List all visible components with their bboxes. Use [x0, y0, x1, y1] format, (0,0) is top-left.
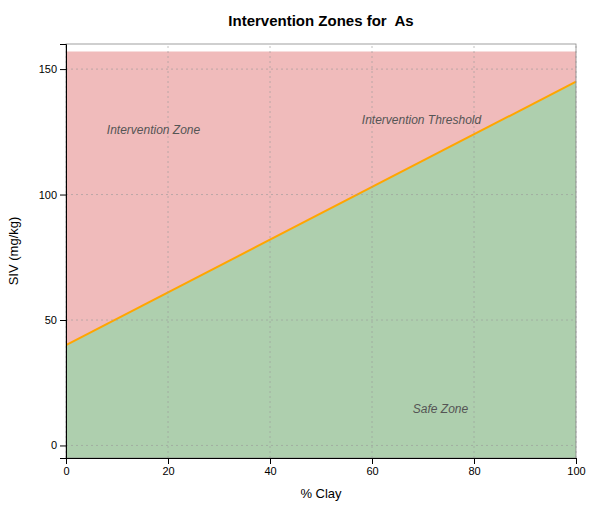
- y-tick-label: 0: [51, 439, 57, 451]
- y-tick: 100: [39, 189, 66, 201]
- x-tick-mark: [270, 458, 271, 464]
- x-tick-label: 0: [63, 465, 69, 477]
- x-tick: 40: [264, 458, 276, 477]
- x-tick: 20: [162, 458, 174, 477]
- annotation: Intervention Threshold: [362, 113, 482, 127]
- y-tick-mark: [60, 445, 66, 446]
- threshold-line: [66, 82, 576, 345]
- annotations: Intervention Zone Safe Zone Intervention T…: [107, 113, 482, 416]
- plot-frame: [66, 44, 576, 458]
- annotation: Intervention Zone: [107, 123, 201, 137]
- x-tick-label: 100: [567, 465, 585, 477]
- grid-line: [66, 194, 576, 195]
- grid-line: [168, 44, 169, 458]
- x-tick-label: 80: [468, 465, 480, 477]
- grid-line: [474, 44, 475, 458]
- y-tick: 0: [51, 439, 66, 451]
- x-axis: 0 20 40 60 80 100: [63, 458, 585, 477]
- y-tick-label: 150: [39, 63, 57, 75]
- y-tick-label: 100: [39, 189, 57, 201]
- x-tick-mark: [168, 458, 169, 464]
- grid-line: [66, 320, 576, 321]
- y-tick-mark: [60, 69, 66, 70]
- grid-line: [270, 44, 271, 458]
- chart: 0 20 40 60 80 100 0 50 100 150 Intervention Zone Sa…: [0, 0, 600, 512]
- x-tick-mark: [576, 458, 577, 464]
- x-tick: 60: [366, 458, 378, 477]
- marks: [66, 52, 576, 458]
- y-axis-title: SIV (mg/kg): [6, 217, 21, 286]
- y-tick: 150: [39, 63, 66, 75]
- y-tick: 50: [45, 314, 66, 326]
- x-tick-label: 40: [264, 465, 276, 477]
- y-tick-mark: [60, 195, 66, 196]
- title: Intervention Zones for As: [228, 12, 413, 29]
- x-axis-title: % Clay: [300, 486, 342, 501]
- x-tick: 100: [567, 458, 585, 477]
- x-tick: 80: [468, 458, 480, 477]
- grid-line: [66, 69, 576, 70]
- grid-line: [66, 445, 576, 446]
- grid-line: [372, 44, 373, 458]
- annotation: Safe Zone: [413, 402, 469, 416]
- x-tick-mark: [372, 458, 373, 464]
- grid: [66, 44, 576, 458]
- y-axis-line: [60, 45, 67, 459]
- y-axis: 0 50 100 150: [39, 45, 67, 459]
- x-tick-label: 20: [162, 465, 174, 477]
- zone-area: [66, 82, 576, 458]
- x-tick-mark: [474, 458, 475, 464]
- y-tick-label: 50: [45, 314, 57, 326]
- x-tick: 0: [63, 458, 69, 477]
- y-tick-mark: [60, 320, 66, 321]
- x-tick-label: 60: [366, 465, 378, 477]
- x-axis-line: [67, 459, 577, 465]
